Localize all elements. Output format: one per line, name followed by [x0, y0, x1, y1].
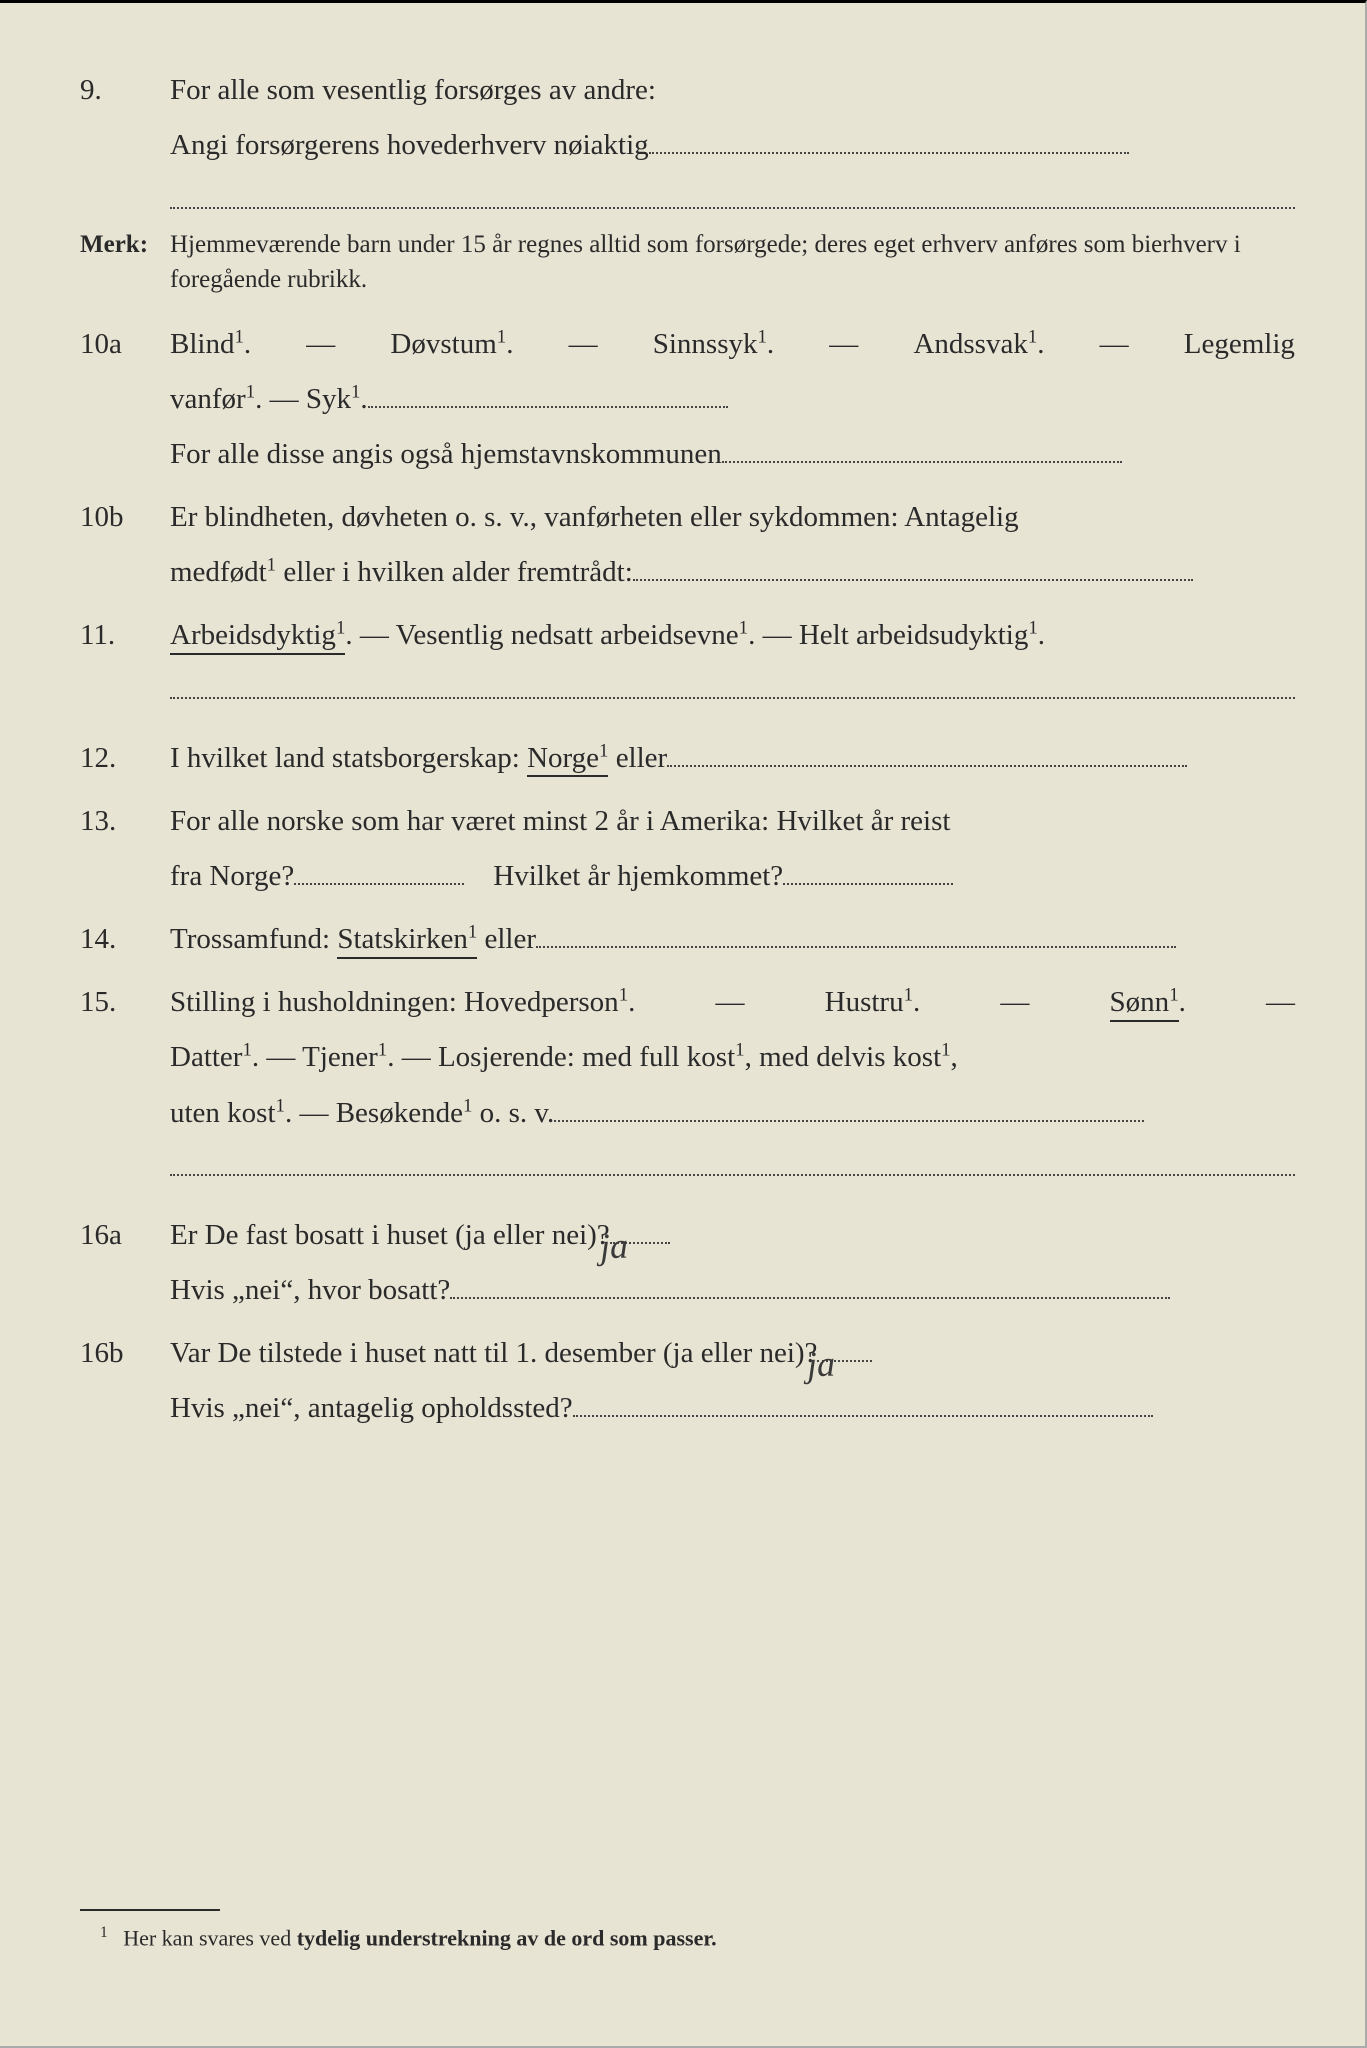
opt-vanfor: vanfør: [170, 383, 246, 415]
q15-line3: uten kost1. — Besøkende1 o. s. v.: [170, 1086, 1295, 1141]
q16a-line2: Hvis „nei“, hvor bosatt?: [170, 1263, 1295, 1318]
q10b-content: Er blindheten, døvheten o. s. v., vanfør…: [170, 490, 1295, 600]
opt-andssvak: Andssvak: [913, 328, 1027, 360]
question-13: 13. For alle norske som har været minst …: [80, 794, 1295, 904]
fill-line: [368, 406, 728, 408]
fill-line: [649, 152, 1129, 154]
fill-line: [170, 1149, 1295, 1177]
opt-statskirken: Statskirken1: [337, 923, 477, 959]
q9-line1: For alle som vesentlig forsørges av andr…: [170, 63, 1295, 118]
q12-number: 12.: [80, 731, 170, 786]
opt-udyktig: Helt arbeidsudyktig: [799, 619, 1029, 651]
q16a-content: Er De fast bosatt i huset (ja eller nei)…: [170, 1208, 1295, 1318]
q10b-number: 10b: [80, 490, 170, 600]
q16a-line1: Er De fast bosatt i huset (ja eller nei)…: [170, 1208, 1295, 1263]
fill-line: [170, 181, 1295, 209]
q11-content: Arbeidsdyktig1. — Vesentlig nedsatt arbe…: [170, 608, 1295, 663]
opt-sinnssyk: Sinnssyk: [653, 328, 758, 360]
fill-line: [722, 461, 1122, 463]
fill-line: [554, 1120, 1144, 1122]
merk-text: Hjemmeværende barn under 15 år regnes al…: [170, 227, 1295, 297]
fill-line: ja: [610, 1242, 670, 1244]
q10a-line1: Blind1. — Døvstum1. — Sinnssyk1. — Andss…: [170, 317, 1295, 372]
q9-content: For alle som vesentlig forsørges av andr…: [170, 63, 1295, 173]
question-14: 14. Trossamfund: Statskirken1 eller: [80, 912, 1295, 967]
question-11: 11. Arbeidsdyktig1. — Vesentlig nedsatt …: [80, 608, 1295, 663]
q9-line2: Angi forsørgerens hovederhverv nøiaktig: [170, 129, 649, 161]
question-15: 15. Stilling i husholdningen: Hovedperso…: [80, 975, 1295, 1140]
handwritten-answer: ja: [806, 1330, 836, 1399]
opt-blind: Blind: [170, 328, 234, 360]
q11-number: 11.: [80, 608, 170, 663]
opt-hustru: Hustru: [825, 986, 904, 1018]
q10a-line2: vanfør1. — Syk1.: [170, 372, 1295, 427]
q13-line1: For alle norske som har været minst 2 år…: [170, 794, 1295, 849]
opt-legemlig: Legemlig: [1184, 317, 1295, 372]
q16b-content: Var De tilstede i huset natt til 1. dese…: [170, 1326, 1295, 1436]
q14-number: 14.: [80, 912, 170, 967]
census-form-page: 9. For alle som vesentlig forsørges av a…: [0, 0, 1367, 2048]
footnote-number: 1: [100, 1924, 108, 1941]
opt-sonn: Sønn1: [1110, 986, 1179, 1022]
q10a-line3: For alle disse angis også hjemstavnskomm…: [170, 427, 1295, 482]
opt-arbeidsdyktig: Arbeidsdyktig1: [170, 619, 345, 655]
question-16a: 16a Er De fast bosatt i huset (ja eller …: [80, 1208, 1295, 1318]
q10b-line2: medfødt1 eller i hvilken alder fremtrådt…: [170, 545, 1295, 600]
q13-line2: fra Norge? Hvilket år hjemkommet?: [170, 849, 1295, 904]
fill-line: [170, 671, 1295, 699]
question-10a: 10a Blind1. — Døvstum1. — Sinnssyk1. — A…: [80, 317, 1295, 482]
fill-line: [294, 883, 464, 885]
q16a-number: 16a: [80, 1208, 170, 1318]
q15-line2: Datter1. — Tjener1. — Losjerende: med fu…: [170, 1030, 1295, 1085]
footnote: 1 Her kan svares ved tydelig understrekn…: [100, 1924, 717, 1951]
fill-line: [573, 1415, 1153, 1417]
fill-line: [450, 1297, 1170, 1299]
q12-content: I hvilket land statsborgerskap: Norge1 e…: [170, 731, 1295, 786]
question-12: 12. I hvilket land statsborgerskap: Norg…: [80, 731, 1295, 786]
q15-number: 15.: [80, 975, 170, 1140]
q16b-line1: Var De tilstede i huset natt til 1. dese…: [170, 1326, 1295, 1381]
fill-line: [667, 765, 1187, 767]
opt-nedsatt: Vesentlig nedsatt arbeidsevne: [396, 619, 739, 651]
q15-line1: Stilling i husholdningen: Hovedperson1. …: [170, 975, 1295, 1030]
fill-line: ja: [817, 1360, 872, 1362]
handwritten-answer: ja: [598, 1212, 628, 1281]
merk-label: Merk:: [80, 227, 170, 297]
opt-syk: Syk: [306, 383, 351, 415]
q10a-content: Blind1. — Døvstum1. — Sinnssyk1. — Andss…: [170, 317, 1295, 482]
q10b-line1: Er blindheten, døvheten o. s. v., vanfør…: [170, 490, 1295, 545]
q9-number: 9.: [80, 63, 170, 173]
opt-dovstum: Døvstum: [390, 328, 496, 360]
fill-line: [536, 946, 1176, 948]
question-16b: 16b Var De tilstede i huset natt til 1. …: [80, 1326, 1295, 1436]
q13-content: For alle norske som har været minst 2 år…: [170, 794, 1295, 904]
q13-number: 13.: [80, 794, 170, 904]
q15-content: Stilling i husholdningen: Hovedperson1. …: [170, 975, 1295, 1140]
q10a-number: 10a: [80, 317, 170, 482]
q14-content: Trossamfund: Statskirken1 eller: [170, 912, 1295, 967]
question-9: 9. For alle som vesentlig forsørges av a…: [80, 63, 1295, 173]
fill-line: [633, 579, 1193, 581]
opt-norge: Norge1: [527, 742, 608, 777]
question-10b: 10b Er blindheten, døvheten o. s. v., va…: [80, 490, 1295, 600]
footnote-bold: tydelig understrekning av de ord som pas…: [297, 1925, 717, 1950]
merk-note: Merk: Hjemmeværende barn under 15 år reg…: [80, 227, 1295, 297]
opt-tjener: Tjener: [302, 1041, 378, 1073]
q16b-number: 16b: [80, 1326, 170, 1436]
q16b-line2: Hvis „nei“, antagelig opholdssted?: [170, 1381, 1295, 1436]
fill-line: [783, 883, 953, 885]
footnote-rule: [80, 1909, 220, 1911]
opt-datter: Datter: [170, 1041, 242, 1073]
q9-line2-wrap: Angi forsørgerens hovederhverv nøiaktig: [170, 118, 1295, 173]
